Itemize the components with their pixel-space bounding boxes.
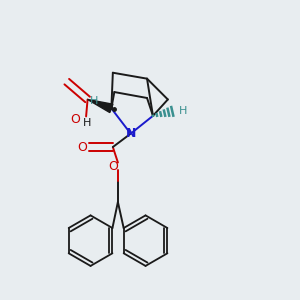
Text: H: H xyxy=(90,96,98,106)
Text: O: O xyxy=(108,160,118,173)
Text: H: H xyxy=(179,106,187,116)
Text: H: H xyxy=(83,118,91,128)
Polygon shape xyxy=(88,100,113,112)
Text: N: N xyxy=(125,127,136,140)
Text: O: O xyxy=(78,140,88,154)
Text: O: O xyxy=(70,113,80,126)
